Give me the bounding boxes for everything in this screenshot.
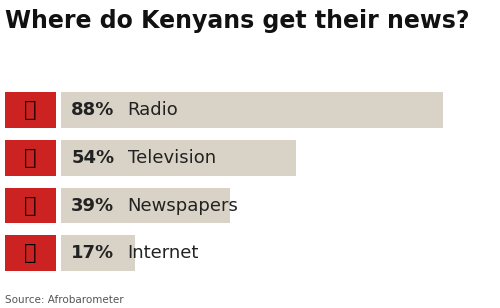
Text: 54%: 54% (71, 149, 115, 167)
FancyBboxPatch shape (5, 188, 57, 224)
Text: 39%: 39% (71, 197, 115, 215)
Text: Radio: Radio (128, 101, 178, 119)
FancyBboxPatch shape (5, 235, 57, 271)
Text: 📺: 📺 (24, 148, 37, 168)
Text: 📰: 📰 (24, 196, 37, 216)
Text: 88%: 88% (71, 101, 115, 119)
Text: Television: Television (128, 149, 216, 167)
Text: 17%: 17% (71, 244, 115, 262)
Text: Newspapers: Newspapers (128, 197, 238, 215)
Text: Source: Afrobarometer: Source: Afrobarometer (5, 295, 124, 305)
Text: Internet: Internet (128, 244, 199, 262)
FancyBboxPatch shape (62, 140, 296, 176)
Text: 📻: 📻 (24, 100, 37, 120)
FancyBboxPatch shape (5, 140, 57, 176)
FancyBboxPatch shape (62, 188, 230, 224)
FancyBboxPatch shape (5, 92, 57, 128)
Text: 📱: 📱 (24, 243, 37, 263)
FancyBboxPatch shape (62, 235, 135, 271)
Text: Where do Kenyans get their news?: Where do Kenyans get their news? (5, 9, 469, 33)
FancyBboxPatch shape (62, 92, 443, 128)
